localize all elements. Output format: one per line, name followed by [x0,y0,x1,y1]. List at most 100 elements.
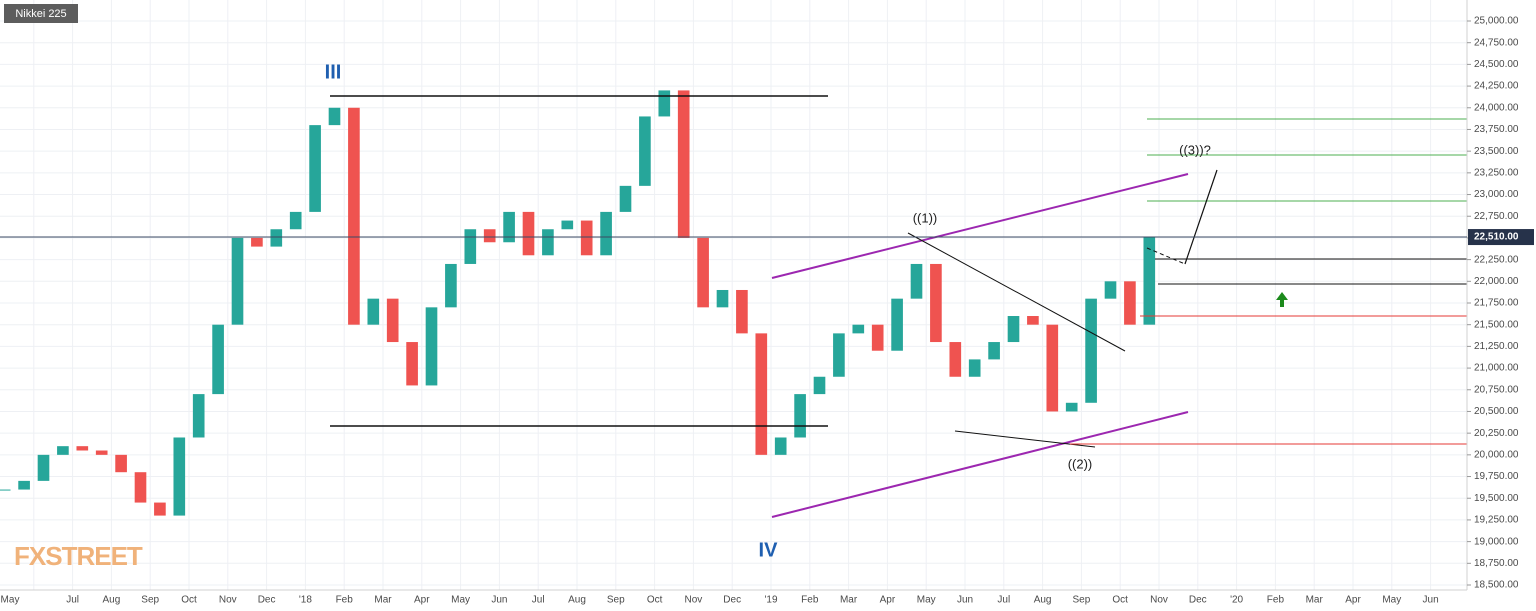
symbol-label: Nikkei 225 [15,8,66,20]
y-tick-label: 22,250.00 [1474,254,1519,265]
x-tick-label: Sep [607,595,625,606]
candle [37,454,50,481]
y-tick-label: 20,000.00 [1474,449,1519,460]
x-tick-label: May [1,595,20,606]
x-tick-label: Mar [374,595,392,606]
wave-label: ((1)) [913,210,938,225]
candle [445,263,457,308]
candle [755,333,768,455]
candle [619,185,632,212]
candle [154,502,166,516]
wave-label: IV [759,539,779,561]
y-tick-label: 22,750.00 [1474,211,1519,222]
y-tick-label: 22,000.00 [1474,276,1519,287]
y-tick-label: 24,500.00 [1474,59,1519,70]
y-tick-label: 18,750.00 [1474,558,1519,569]
symbol-box [4,4,78,23]
x-tick-label: Apr [1345,595,1361,606]
candle [677,90,690,238]
watermark: FXSTREET [14,541,143,571]
x-tick-label: Jul [997,595,1010,606]
x-tick-label: Mar [840,595,858,606]
y-tick-label: 23,500.00 [1474,146,1519,157]
candle [871,324,884,351]
last-price-box [1468,229,1534,246]
candle [561,220,574,230]
grid [0,0,1467,590]
x-tick-label: Sep [1073,595,1091,606]
candle [348,107,360,325]
x-tick-label: Oct [1112,595,1128,606]
x-tick-label: Dec [258,595,276,606]
channel-bottom [771,411,1189,518]
x-tick-label: Apr [414,595,430,606]
x-tick-label: Jul [532,595,545,606]
axes: 18,500.00 18,750.00 19,000.00 19,250.00 19,5… [0,16,1534,606]
candle [716,289,729,308]
candle [697,237,709,308]
y-tick-label: 19,000.00 [1474,536,1519,547]
candle [1143,237,1156,325]
x-tick-label: Feb [801,595,819,606]
candle [192,394,205,438]
candle [0,489,11,491]
candle [386,298,399,343]
candle [18,480,30,490]
candle [134,472,147,503]
candle [852,324,865,334]
candle [600,211,612,256]
candle [891,298,903,351]
candle [813,376,826,395]
candle [949,342,962,377]
channel-top [771,173,1189,279]
x-tick-label: Dec [723,595,741,606]
candle [794,394,806,438]
y-tick-label: 18,500.00 [1474,580,1519,591]
y-tick-label: 19,750.00 [1474,471,1519,482]
candle [212,324,224,395]
candle [270,229,283,247]
y-tick-label: 20,250.00 [1474,428,1519,439]
x-tick-label: Oct [647,595,663,606]
candle [76,446,89,451]
candle [988,342,1000,360]
candle [115,454,127,473]
candle [289,211,302,230]
x-tick-label: Nov [219,595,237,606]
candle [503,211,515,243]
x-tick-label: May [451,595,470,606]
x-tick-label: May [917,595,936,606]
x-tick-label: '20 [1230,595,1243,606]
wave-label: ((2)) [1068,456,1093,471]
candle [658,90,671,117]
y-tick-label: 24,000.00 [1474,102,1519,113]
candle [173,437,186,516]
candle [483,229,496,243]
candle [328,107,341,126]
y-tick-label: 24,750.00 [1474,37,1519,48]
candle [1124,281,1136,325]
candle [774,437,787,455]
y-tick-label: 21,250.00 [1474,341,1519,352]
x-tick-label: Feb [1267,595,1285,606]
candle [639,116,651,186]
candle [231,237,244,325]
candle [910,263,923,299]
y-tick-label: 23,000.00 [1474,189,1519,200]
drawings [330,95,1467,518]
up-arrow [1276,292,1288,307]
wave-label: ((3))? [1179,142,1211,157]
x-tick-label: Feb [336,595,354,606]
candle [367,298,380,325]
candle [736,289,748,334]
x-tick-label: '18 [299,595,312,606]
last-price-label: 22,510.00 [1474,232,1519,243]
y-tick-label: 19,250.00 [1474,515,1519,526]
x-tick-label: Jun [491,595,507,606]
candle [425,307,438,386]
candle [1065,402,1078,412]
candle [1085,298,1097,403]
x-tick-label: Jun [957,595,973,606]
